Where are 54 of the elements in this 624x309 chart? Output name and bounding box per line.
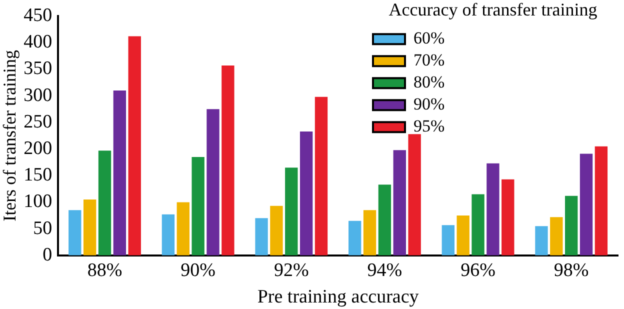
x-tick-label: 96%: [460, 260, 496, 281]
y-tick-label: 250: [24, 111, 52, 132]
legend-label: 90%: [414, 94, 445, 114]
bar: [442, 225, 455, 256]
bar: [162, 214, 175, 256]
bar: [285, 168, 298, 256]
bar: [535, 226, 548, 256]
bar: [176, 202, 190, 256]
bar: [192, 156, 204, 256]
x-tick-label: 92%: [274, 260, 309, 281]
bar: [594, 146, 608, 256]
bar: [206, 109, 220, 256]
bar: [472, 194, 484, 256]
y-tick-label: 450: [24, 4, 52, 26]
bar: [502, 179, 514, 256]
x-tick-label: 88%: [87, 260, 122, 281]
y-tick-label: 100: [24, 191, 52, 212]
legend-label: 60%: [414, 28, 445, 48]
legend-label: 95%: [414, 116, 445, 136]
bar: [363, 210, 376, 256]
x-tick-label: 94%: [367, 260, 402, 281]
y-tick-label: 350: [24, 58, 52, 80]
y-axis-title: Iters of transfer training: [0, 50, 20, 222]
bar: [255, 218, 268, 256]
y-tick-label: 0: [42, 244, 52, 266]
x-axis-title: Pre training accuracy: [257, 286, 420, 308]
bar: [270, 206, 283, 256]
y-tick-label: 200: [24, 138, 52, 159]
legend-title: Accuracy of transfer training: [388, 0, 598, 20]
bar: [348, 220, 362, 256]
bar: [113, 90, 126, 256]
x-tick-label: 98%: [554, 260, 589, 281]
bar: [580, 154, 593, 256]
bar: [550, 217, 563, 256]
legend-label: 80%: [414, 72, 445, 92]
legend-label: 70%: [414, 50, 445, 70]
bar: [378, 184, 392, 256]
y-tick-label: 50: [33, 218, 52, 239]
bar: [300, 131, 313, 256]
bar: [408, 134, 421, 256]
bar: [222, 65, 234, 256]
x-tick-label: 90%: [180, 260, 216, 281]
y-tick-label: 150: [24, 164, 52, 186]
y-tick-label: 400: [24, 32, 52, 53]
bar: [314, 96, 328, 256]
bar: [393, 150, 406, 256]
bar: [128, 36, 141, 256]
bar: [98, 150, 112, 256]
y-tick-label: 300: [24, 84, 52, 106]
bar: [456, 216, 470, 256]
bar: [83, 200, 96, 256]
bar: [564, 196, 578, 256]
bar: [68, 210, 82, 256]
bar: [486, 163, 500, 256]
